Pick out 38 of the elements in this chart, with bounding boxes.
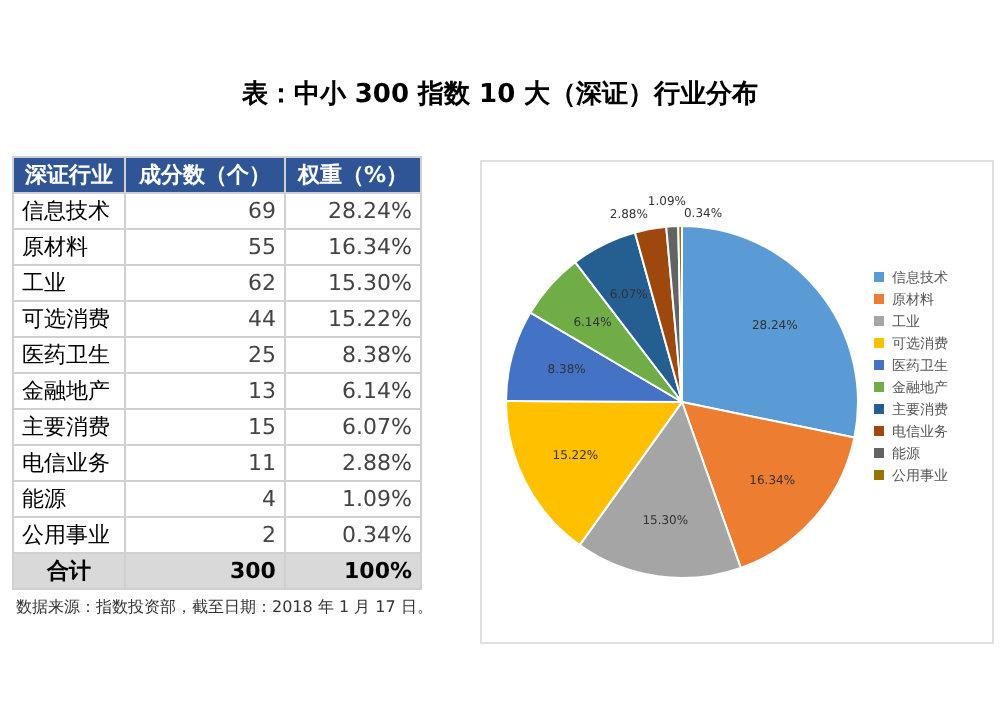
category-label: 电信业务 xyxy=(13,445,126,481)
text: 表：中小 300 指数 10 大（深证）行业分布 xyxy=(239,78,761,112)
text: 合计 xyxy=(47,558,92,584)
data-label: 1.09% xyxy=(284,481,421,517)
category-label: 公用事业 xyxy=(13,517,126,553)
data-label: 8.38% xyxy=(284,337,421,373)
category-label: 原材料 xyxy=(13,229,126,265)
data-label: 55 xyxy=(125,229,285,265)
data-label: 2 xyxy=(125,517,285,553)
data-label: 62 xyxy=(125,265,285,301)
category-label: 可选消费 xyxy=(13,301,126,337)
text: 深证行业 xyxy=(13,157,126,193)
category-label: 工业 xyxy=(13,265,126,301)
text: 成分数（个） xyxy=(125,157,285,193)
category-label: 医药卫生 xyxy=(13,337,126,373)
data-label: 15.30% xyxy=(284,265,421,301)
data-label: 69 xyxy=(125,193,285,229)
data-label: 0.34% xyxy=(284,517,421,553)
data-label: 15 xyxy=(125,409,285,445)
data-label: 6.07% xyxy=(284,409,421,445)
category-label: 主要消费 xyxy=(13,409,126,445)
data-label: 16.34% xyxy=(284,229,421,265)
data-label: 15.22% xyxy=(284,301,421,337)
data-label: 6.14% xyxy=(284,373,421,409)
category-label: 信息技术 xyxy=(13,193,126,229)
data-label: 44 xyxy=(125,301,285,337)
data-label: 2.88% xyxy=(284,445,421,481)
text: 100% xyxy=(344,558,412,584)
data-label: 13 xyxy=(125,373,285,409)
data-label: 28.24% xyxy=(284,193,421,229)
data-label: 4 xyxy=(125,481,285,517)
text: 300 xyxy=(230,558,276,584)
data-label: 25 xyxy=(125,337,285,373)
category-label: 金融地产 xyxy=(13,373,126,409)
text: 权重（%） xyxy=(284,157,421,193)
category-label: 能源 xyxy=(13,481,126,517)
source-note: 数据来源：指数投资部，截至日期：2018 年 1 月 17 日。 xyxy=(16,596,433,618)
data-label: 11 xyxy=(125,445,285,481)
